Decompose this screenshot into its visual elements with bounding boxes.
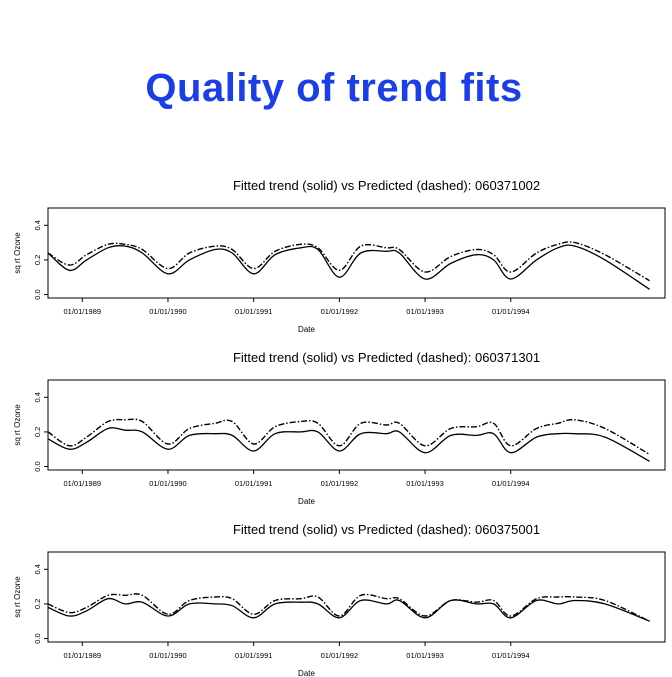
y-axis: 0.0 0.2 0.4 — [33, 392, 48, 472]
x-tick-label: 01/01/1990 — [149, 307, 187, 316]
x-tick-label: 01/01/1993 — [406, 651, 444, 660]
chart-title: Fitted trend (solid) vs Predicted (dashe… — [233, 350, 540, 365]
predicted-dashed-line — [47, 418, 650, 456]
x-axis: 01/01/1989 01/01/1990 01/01/1991 01/01/1992… — [64, 642, 530, 660]
slide-title: Quality of trend fits — [145, 66, 523, 110]
plot-frame — [47, 207, 666, 299]
x-tick-label: 01/01/1992 — [321, 307, 359, 316]
x-axis-label: Date — [298, 325, 315, 334]
x-tick-label: 01/01/1994 — [492, 651, 530, 660]
x-axis-label: Date — [298, 669, 315, 677]
x-tick-label: 01/01/1992 — [321, 651, 359, 660]
x-tick-label: 01/01/1989 — [64, 651, 102, 660]
y-tick-label: 0.4 — [33, 392, 42, 402]
x-tick-label: 01/01/1994 — [492, 479, 530, 488]
fitted-solid-line — [47, 597, 650, 622]
plot-frame — [47, 551, 666, 643]
predicted-dashed-line — [47, 593, 650, 622]
y-tick-label: 0.0 — [33, 633, 42, 643]
chart-title: Fitted trend (solid) vs Predicted (dashe… — [233, 522, 540, 537]
x-tick-label: 01/01/1990 — [149, 651, 187, 660]
y-tick-label: 0.4 — [33, 564, 42, 574]
y-tick-label: 0.2 — [33, 255, 42, 265]
x-tick-label: 01/01/1990 — [149, 479, 187, 488]
x-axis: 01/01/1989 01/01/1990 01/01/1991 01/01/1992… — [64, 470, 530, 488]
x-tick-label: 01/01/1989 — [64, 307, 102, 316]
chart-title: Fitted trend (solid) vs Predicted (dashe… — [233, 178, 540, 193]
x-tick-label: 01/01/1992 — [321, 479, 359, 488]
y-tick-label: 0.2 — [33, 599, 42, 609]
x-tick-label: 01/01/1991 — [235, 651, 273, 660]
y-axis: 0.0 0.2 0.4 — [33, 564, 48, 644]
x-axis: 01/01/1989 01/01/1990 01/01/1991 01/01/1992… — [64, 298, 530, 316]
x-axis-label: Date — [298, 497, 315, 506]
y-axis: 0.0 0.2 0.4 — [33, 220, 48, 300]
y-tick-label: 0.0 — [33, 461, 42, 471]
predicted-dashed-line — [47, 241, 650, 282]
trend-chart-060371002: Fitted trend (solid) vs Predicted (dashe… — [13, 178, 666, 334]
x-tick-label: 01/01/1989 — [64, 479, 102, 488]
x-tick-label: 01/01/1994 — [492, 307, 530, 316]
y-tick-label: 0.2 — [33, 427, 42, 437]
x-tick-label: 01/01/1993 — [406, 307, 444, 316]
y-axis-label: sq rt Ozone — [13, 404, 22, 446]
fitted-solid-line — [47, 427, 650, 462]
fitted-solid-line — [47, 244, 650, 290]
x-tick-label: 01/01/1991 — [235, 307, 273, 316]
y-axis-label: sq rt Ozone — [13, 576, 22, 618]
y-axis-label: sq rt Ozone — [13, 232, 22, 274]
y-tick-label: 0.4 — [33, 220, 42, 230]
trend-chart-060375001: Fitted trend (solid) vs Predicted (dashe… — [13, 522, 666, 677]
x-tick-label: 01/01/1991 — [235, 479, 273, 488]
plot-frame — [47, 379, 666, 471]
x-tick-label: 01/01/1993 — [406, 479, 444, 488]
trend-chart-060371301: Fitted trend (solid) vs Predicted (dashe… — [13, 350, 666, 506]
y-tick-label: 0.0 — [33, 289, 42, 299]
